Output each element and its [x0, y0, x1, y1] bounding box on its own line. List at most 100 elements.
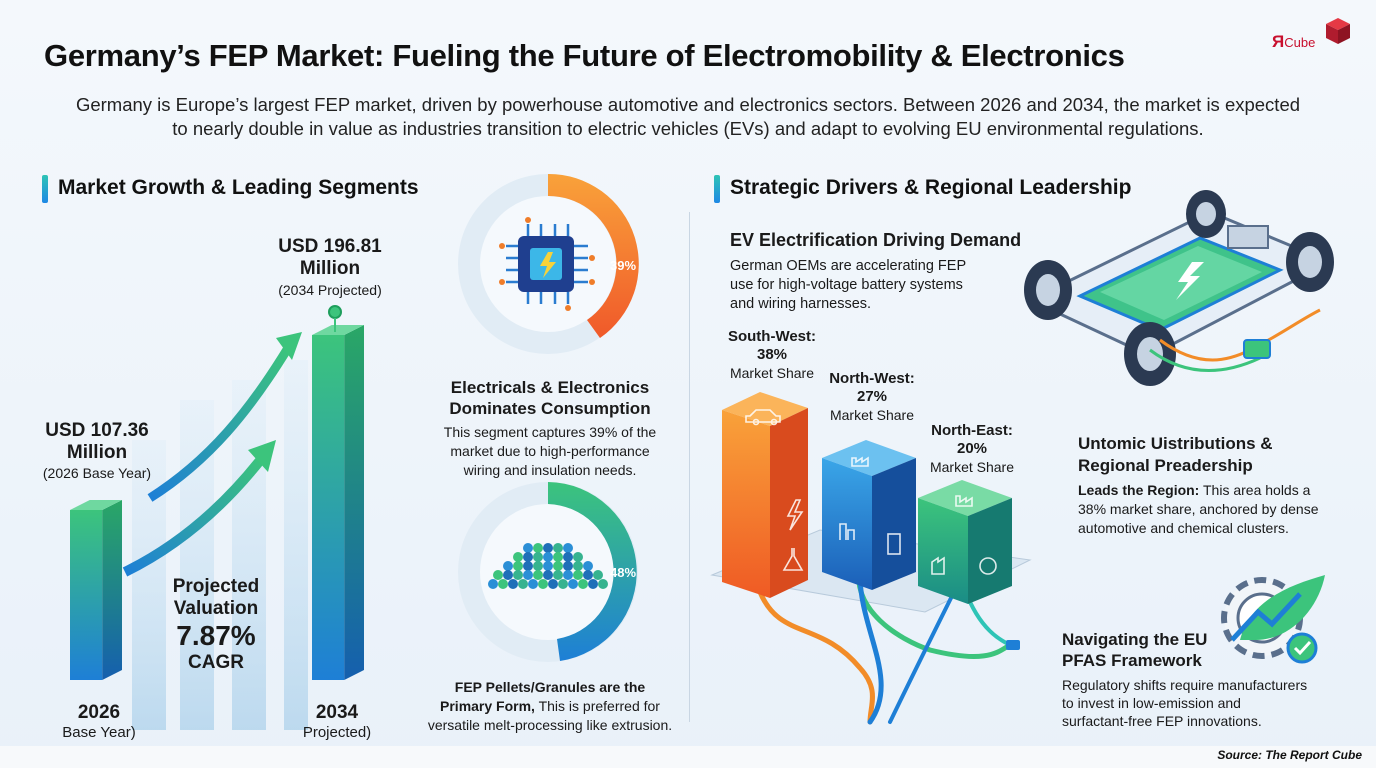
lightning-icon [786, 499, 804, 531]
pellets-pile-icon [488, 543, 608, 589]
electronics-donut [458, 173, 639, 354]
pfas-desc-1: Regulatory shifts require manufacturers [1062, 677, 1308, 693]
south-west-name: South-West: [727, 328, 817, 345]
electronics-desc-1: This segment captures 39% of the [443, 424, 657, 440]
pellets-donut [458, 482, 638, 662]
growth-arrow-lower [122, 454, 266, 577]
north-east-note: Market Share [929, 459, 1015, 475]
plant-icon [931, 495, 973, 575]
growth-arrow-lower-head [248, 440, 276, 472]
pellet [563, 570, 573, 580]
pellet [598, 579, 608, 589]
growth-arrow-upper-head [276, 332, 302, 360]
north-east-label: North-East: 20% Market Share [912, 422, 1032, 476]
cagr-block: Projected Valuation 7.87% CAGR [156, 576, 276, 674]
pellets-title-rest: This is preferred for [534, 698, 660, 714]
pellet [553, 552, 563, 562]
north-west-pct: 27% [856, 388, 888, 405]
pellet [508, 579, 518, 589]
south-west-block [722, 392, 808, 598]
region-platform [710, 529, 1032, 613]
distribution-bold: Leads the Region: [1078, 482, 1200, 498]
south-west-label: South-West: 38% Market Share [712, 328, 832, 382]
south-west-note: Market Share [729, 365, 815, 381]
electronics-share-arc [548, 173, 639, 338]
south-west-pct: 38% [756, 346, 788, 363]
pellet [548, 579, 558, 589]
ghost-bar-3 [232, 380, 266, 730]
section-heading-market-growth: Market Growth & Leading Segments [58, 176, 419, 199]
electronics-desc-3: wiring and insulation needs. [463, 462, 637, 478]
electronics-share-label: 39% [610, 258, 637, 273]
pellet [533, 543, 543, 553]
subtitle-line-2: to nearly double in value as industries … [172, 118, 1204, 139]
pfas-title-2: PFAS Framework [1062, 651, 1202, 670]
electronics-title-2: Dominates Consumption [449, 399, 651, 418]
distribution-block: Untomic Uistributions & Regional Preader… [1078, 433, 1318, 538]
pellets-title-2: Primary Form, This is preferred for [410, 697, 690, 716]
footer-band [0, 746, 1376, 768]
growth-arrow-upper [147, 345, 292, 502]
pellet [533, 570, 543, 580]
north-east-name: North-East: [931, 422, 1013, 439]
ev-chassis-illustration [1024, 190, 1334, 386]
year-2034-block: 2034 Projected) [282, 702, 392, 741]
source-note: Source: The Report Cube [1217, 748, 1362, 762]
car-icon [745, 409, 781, 426]
microchip-icon [499, 217, 595, 311]
wheel-front-left [1024, 260, 1072, 320]
distribution-title-1: Untomic Uistributions & [1078, 434, 1273, 453]
building-icon [887, 533, 901, 555]
year-2034-note: Projected) [302, 724, 372, 741]
factory-icon [839, 456, 869, 540]
growth-bar-2034 [312, 335, 345, 680]
year-2034: 2034 [315, 702, 359, 723]
pellet [488, 579, 498, 589]
pellets-segment-text: FEP Pellets/Granules are the Primary For… [410, 678, 690, 735]
pellet [573, 570, 583, 580]
subtitle-line-1: Germany is Europe’s largest FEP market, … [75, 94, 1301, 115]
pellet [553, 543, 563, 553]
section-heading-strategic-drivers: Strategic Drivers & Regional Leadership [730, 176, 1132, 199]
growth-bars [70, 325, 364, 680]
distribution-desc-rest: This area holds a [1199, 482, 1311, 498]
ghost-bar-4 [284, 360, 308, 730]
pellet [513, 561, 523, 571]
recycle-icon [979, 557, 997, 575]
ev-desc-3: and wiring harnesses. [730, 296, 872, 312]
cagr-value: 7.87% [176, 620, 256, 651]
ev-desc-2: use for high-voltage battery systems [730, 277, 963, 293]
pellet [543, 570, 553, 580]
pellet [563, 561, 573, 571]
growth-bar-side-2034 [344, 325, 364, 680]
pellet [503, 570, 513, 580]
chassis-frame [1026, 210, 1334, 358]
section-bar-left [42, 175, 48, 203]
growth-bar-top-2034 [312, 325, 364, 335]
value-2026-unit: Million [66, 442, 128, 463]
pellet [563, 552, 573, 562]
pellet [543, 561, 553, 571]
pellet [553, 561, 563, 571]
distribution-desc-3: automotive and chemical clusters. [1078, 520, 1289, 536]
wiring-harness-green [1149, 348, 1261, 372]
growth-bar-top-2026 [70, 500, 122, 510]
motor-unit [1227, 225, 1269, 249]
north-east-pct: 20% [956, 440, 988, 457]
value-2034: USD 196.81 [278, 236, 382, 257]
year-2026-note: Base Year) [62, 724, 136, 741]
year-2026-block: 2026 Base Year) [44, 702, 154, 741]
battery-pack [1076, 236, 1284, 332]
pellet [498, 579, 508, 589]
ev-desc: German OEMs are accelerating FEP use for… [730, 257, 966, 314]
pfas-desc-3: surfactant-free FEP innovations. [1062, 713, 1262, 729]
pellet [523, 561, 533, 571]
pellet [568, 579, 578, 589]
north-west-name: North-West: [829, 370, 915, 387]
marker-dot-2034 [328, 305, 342, 319]
pellet [593, 570, 603, 580]
pellet [523, 543, 533, 553]
pellet [583, 561, 593, 571]
north-west-note: Market Share [829, 407, 915, 423]
